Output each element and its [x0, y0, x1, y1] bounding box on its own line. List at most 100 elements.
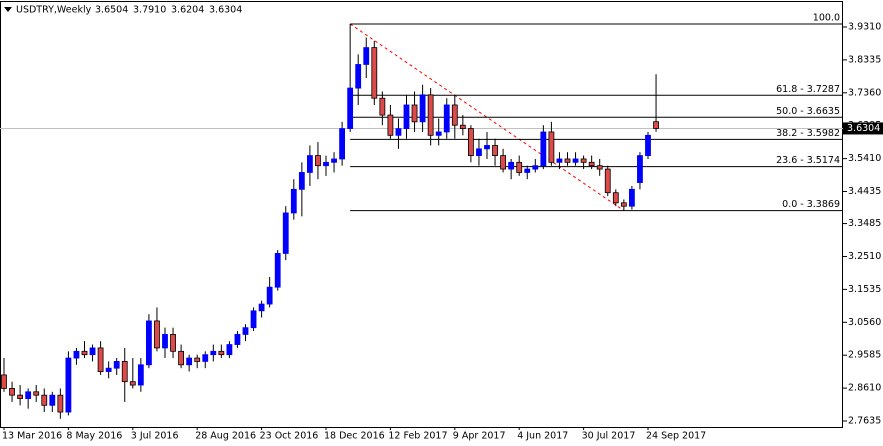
- candle-body: [564, 158, 571, 163]
- candle-body: [121, 361, 128, 383]
- candle-body: [524, 168, 531, 173]
- candle-body: [572, 158, 579, 163]
- candle-body: [145, 320, 152, 366]
- candle-body: [1, 374, 7, 389]
- candle-body: [137, 364, 144, 386]
- candle-body: [170, 334, 176, 352]
- candle-body: [371, 47, 378, 99]
- fib-label: 61.8 - 3.7287: [776, 84, 840, 95]
- y-tick-label: 3.2510: [848, 251, 881, 262]
- candle-body: [250, 310, 257, 329]
- y-tick-label: 3.1535: [848, 284, 881, 295]
- candle-body: [580, 158, 587, 163]
- x-tick-label: 4 Jun 2017: [517, 431, 568, 442]
- x-tick-label: 30 Jul 2017: [582, 431, 636, 442]
- candle-body: [81, 350, 88, 356]
- y-tick-label: 3.4435: [848, 186, 881, 197]
- candle-body: [653, 121, 659, 129]
- candle-body: [395, 128, 402, 136]
- candle-body: [306, 155, 313, 173]
- candle-body: [226, 344, 233, 356]
- candle-body: [443, 104, 450, 133]
- candle-body: [516, 161, 523, 173]
- candle-body: [500, 155, 507, 170]
- candle-body: [9, 388, 15, 396]
- candle-body: [33, 391, 40, 396]
- candle-body: [355, 64, 362, 89]
- chart-title: USDTRY,Weekly: [16, 5, 92, 16]
- fib-label: 50.0 - 3.6635: [776, 106, 840, 117]
- candle-body: [620, 202, 627, 207]
- candle-body: [290, 188, 297, 214]
- candle-body: [25, 391, 32, 399]
- y-tick-label: 3.5410: [848, 153, 881, 164]
- candle-body: [65, 357, 72, 413]
- header-close: 3.6304: [209, 5, 242, 16]
- candle-body: [403, 104, 410, 129]
- menu-triangle: [4, 7, 12, 12]
- candle-body: [218, 350, 225, 356]
- candle-body: [154, 320, 160, 349]
- candle-body: [548, 131, 555, 163]
- candle-body: [588, 161, 595, 167]
- x-tick-label: 3 Jul 2016: [131, 431, 179, 442]
- y-tick-label: 3.7360: [848, 87, 881, 98]
- x-tick-label: 24 Sep 2017: [646, 431, 706, 442]
- candle-body: [556, 158, 563, 163]
- candle-body: [387, 114, 394, 136]
- y-tick-label: 3.8335: [848, 54, 881, 65]
- candle-body: [242, 327, 249, 335]
- candle-body: [178, 350, 185, 366]
- candle-body: [57, 394, 64, 413]
- y-tick-label: 3.0560: [848, 317, 881, 328]
- candle-body: [210, 350, 217, 356]
- candle-body: [427, 94, 434, 136]
- header-open: 3.6504: [95, 5, 128, 16]
- candle-body: [105, 367, 112, 372]
- candle-body: [540, 131, 547, 167]
- candle-body: [347, 87, 354, 129]
- fib-label: 100.0: [813, 12, 840, 23]
- candle-body: [129, 381, 136, 386]
- y-tick-label: 2.9585: [848, 350, 881, 361]
- header-high: 3.7910: [133, 5, 166, 16]
- fib-trendline: [349, 23, 625, 212]
- x-tick-label: 23 Oct 2016: [260, 431, 319, 442]
- candle-body: [331, 158, 337, 163]
- current-price-box: [843, 122, 883, 135]
- candle-body: [451, 104, 458, 126]
- y-tick-label: 3.9310: [848, 22, 881, 33]
- x-tick-label: 28 Aug 2016: [195, 431, 256, 442]
- fib-label: 23.6 - 3.5174: [776, 155, 840, 166]
- y-tick-label: 2.7635: [848, 415, 881, 426]
- candle-body: [459, 124, 466, 129]
- current-price-label: 3.6304: [847, 123, 880, 134]
- candle-body: [89, 347, 96, 356]
- candle-body: [266, 286, 273, 305]
- candle-body: [258, 303, 265, 312]
- candle-body: [435, 131, 442, 136]
- candle-body: [532, 165, 539, 170]
- x-tick-label: 9 Apr 2017: [453, 431, 506, 442]
- candle-body: [604, 168, 611, 194]
- candle-body: [282, 212, 289, 254]
- candle-body: [323, 161, 329, 167]
- candle-body: [298, 172, 305, 190]
- candle-body: [202, 354, 209, 362]
- candle-body: [73, 350, 80, 359]
- candle-body: [411, 104, 418, 123]
- candle-body: [186, 357, 193, 366]
- candle-body: [419, 94, 426, 123]
- candle-body: [596, 165, 603, 170]
- candle-body: [476, 148, 482, 156]
- candle-body: [629, 188, 635, 207]
- candle-body: [315, 155, 321, 167]
- y-tick-label: 3.3485: [848, 218, 881, 229]
- x-tick-label: 12 Feb 2017: [388, 431, 447, 442]
- x-tick-label: 13 Mar 2016: [2, 431, 62, 442]
- candle-body: [467, 128, 474, 156]
- candle-body: [97, 347, 104, 372]
- candle-body: [339, 128, 346, 160]
- candle-body: [234, 334, 241, 345]
